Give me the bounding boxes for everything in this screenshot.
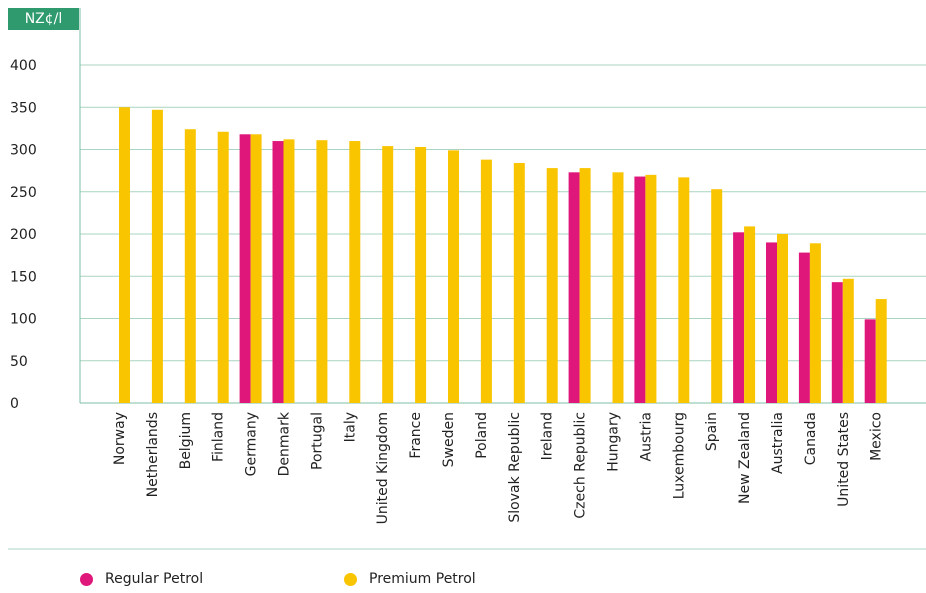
bars — [119, 107, 887, 404]
bar-premium-norway — [119, 107, 130, 403]
bar-premium-netherlands — [151, 109, 163, 403]
bar-premium-czech-republic — [579, 168, 591, 403]
bar-regular-australia — [766, 242, 777, 403]
x-tick-label: Slovak Republic — [507, 412, 523, 523]
bar-regular-united-states — [831, 282, 843, 403]
bar-premium-germany — [250, 134, 262, 404]
legend-label-premium: Premium Petrol — [369, 571, 476, 587]
y-tick-label: 400 — [10, 58, 37, 74]
x-tick-label: Austria — [638, 412, 654, 461]
unit-badge: NZ¢/l — [8, 8, 79, 30]
y-tick-label: 200 — [10, 227, 37, 243]
bar-premium-mexico — [875, 299, 887, 403]
y-tick-label: 150 — [10, 269, 37, 285]
y-tick-labels: 0 50 100 150 200 250 300 350 400 — [10, 58, 37, 412]
bar-premium-hungary — [612, 172, 624, 403]
x-tick-label: Czech Republic — [573, 412, 589, 519]
x-tick-label: Hungary — [606, 412, 622, 472]
bar-premium-sweden — [448, 150, 459, 403]
x-tick-label: United Kingdom — [375, 412, 391, 524]
x-tick-label: Spain — [704, 412, 720, 451]
x-tick-label: Denmark — [277, 411, 293, 476]
x-tick-label: Portugal — [309, 412, 325, 470]
x-tick-label: Netherlands — [145, 412, 161, 497]
y-tick-label: 250 — [10, 185, 37, 201]
bar-premium-new-zealand — [744, 226, 756, 403]
x-tick-label: Ireland — [540, 412, 556, 460]
x-tick-label: Belgium — [178, 412, 194, 469]
bar-premium-finland — [217, 131, 229, 403]
bar-regular-canada — [798, 252, 810, 403]
bar-regular-germany — [239, 134, 251, 404]
x-tick-label: Germany — [244, 412, 260, 476]
y-tick-label: 350 — [10, 100, 37, 116]
bar-premium-portugal — [316, 140, 328, 403]
bar-premium-italy — [349, 141, 361, 404]
y-tick-label: 300 — [10, 143, 37, 159]
x-tick-label: Norway — [112, 412, 128, 465]
bar-premium-luxembourg — [678, 177, 690, 403]
bar-premium-united-states — [842, 278, 854, 403]
legend-item-regular: Regular Petrol — [80, 571, 203, 587]
bar-premium-united-kingdom — [382, 146, 394, 403]
bar-regular-mexico — [864, 319, 876, 403]
x-tick-label: Sweden — [441, 412, 457, 467]
premium-petrol-swatch — [344, 572, 357, 586]
x-tick-label: Australia — [770, 412, 786, 474]
bar-premium-spain — [711, 189, 723, 403]
y-tick-label: 0 — [10, 396, 19, 412]
legend-item-premium: Premium Petrol — [344, 571, 476, 587]
bar-premium-france — [415, 146, 427, 403]
x-tick-label: Finland — [211, 412, 227, 462]
x-tick-label: United States — [836, 412, 852, 507]
bar-regular-czech-republic — [568, 172, 580, 403]
bar-premium-belgium — [184, 129, 196, 403]
x-tick-labels: Norway Netherlands Belgium Finland Germany De… — [112, 411, 885, 524]
x-tick-label: Mexico — [869, 412, 885, 461]
bar-regular-denmark — [272, 141, 284, 404]
bar-premium-denmark — [283, 139, 295, 404]
y-tick-label: 100 — [10, 312, 37, 328]
x-tick-label: France — [408, 412, 424, 459]
x-tick-label: New Zealand — [737, 412, 753, 504]
bar-premium-austria — [645, 174, 657, 403]
x-tick-label: Canada — [803, 412, 819, 465]
bar-premium-poland — [480, 159, 492, 403]
bar-premium-ireland — [546, 168, 558, 403]
legend-label-regular: Regular Petrol — [105, 571, 204, 587]
y-tick-label: 50 — [10, 354, 28, 370]
x-tick-label: Poland — [474, 412, 490, 459]
x-tick-label: Luxembourg — [671, 412, 687, 499]
bar-premium-australia — [777, 234, 788, 403]
bar-regular-austria — [634, 176, 646, 403]
bar-premium-slovak-republic — [513, 163, 525, 403]
x-tick-label: Italy — [342, 412, 358, 442]
bar-regular-new-zealand — [733, 232, 745, 403]
bar-premium-canada — [809, 243, 821, 403]
regular-petrol-swatch — [80, 572, 93, 586]
